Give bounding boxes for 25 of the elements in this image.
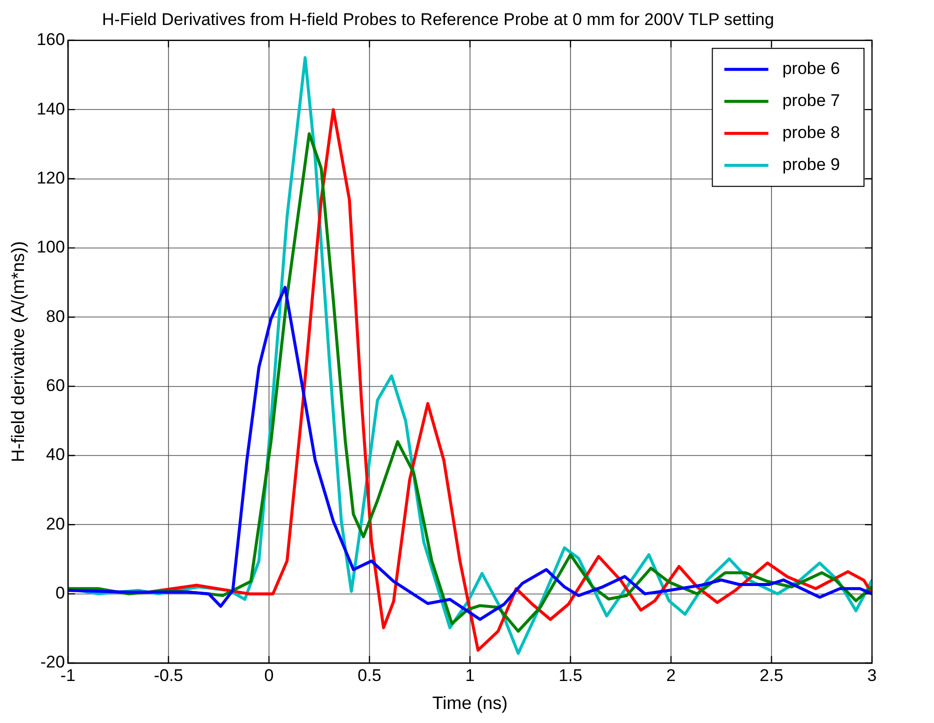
y-tick-label: 160 xyxy=(36,30,65,50)
legend-label: probe 8 xyxy=(782,123,840,142)
y-tick-label: 120 xyxy=(36,168,65,188)
legend-label: probe 9 xyxy=(782,155,840,174)
y-tick-label: 40 xyxy=(46,445,65,464)
y-tick-label: 100 xyxy=(36,238,65,257)
x-tick-label: 0.5 xyxy=(358,666,382,685)
x-tick-label: 1 xyxy=(465,666,475,685)
x-tick-label: 0 xyxy=(264,666,274,685)
y-tick-label: 0 xyxy=(55,584,65,603)
legend-label: probe 6 xyxy=(782,59,840,78)
x-tick-label: 2.5 xyxy=(760,666,784,685)
legend-label: probe 7 xyxy=(782,91,840,110)
y-tick-label: -20 xyxy=(40,652,65,672)
chart-title: H-Field Derivatives from H-field Probes to Reference Probe at 0 mm for 200V TLP setting xyxy=(102,10,774,29)
x-tick-label: 2 xyxy=(666,666,676,685)
x-tick-label: -0.5 xyxy=(154,666,184,685)
y-axis-title: H-field derivative (A/(m*ns)) xyxy=(8,241,28,462)
x-axis-title: Time (ns) xyxy=(432,693,508,714)
y-tick-label: 60 xyxy=(46,376,65,395)
y-tick-label: 140 xyxy=(36,99,65,118)
x-tick-label: 3 xyxy=(867,666,877,685)
x-tick-label: 1.5 xyxy=(558,666,582,685)
y-tick-label: 20 xyxy=(46,514,65,534)
y-tick-label: 80 xyxy=(46,306,65,326)
